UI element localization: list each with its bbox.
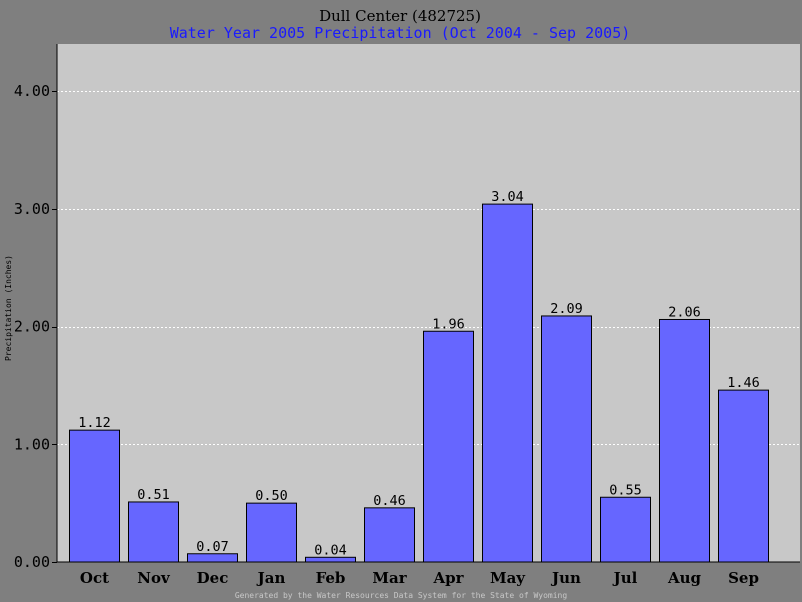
value-labels: 1.12 0.51 0.07 0.50 0.04 0.46 1.96 3.04 2.09 0.55… [78, 189, 760, 558]
chart-subtitle: Water Year 2005 Precipitation (Oct 2004 … [170, 24, 631, 42]
y-tick-label: 4.00 [14, 82, 50, 100]
x-tick-label-feb: Feb [316, 569, 346, 587]
x-tick-label-aug: Aug [667, 569, 702, 587]
value-label-nov: 0.51 [137, 487, 170, 503]
bar-nov [128, 501, 179, 563]
x-axis-ticks: Oct Nov Dec Jan Feb Mar Apr May Jun Jul Aug Sep [80, 569, 759, 587]
value-label-apr: 1.96 [432, 316, 465, 332]
x-tick-label-mar: Mar [372, 569, 407, 587]
value-label-may: 3.04 [491, 189, 524, 205]
bar-sep [718, 389, 769, 563]
bar-dec [187, 553, 238, 563]
bar-jul [600, 496, 651, 563]
y-tick-label: 1.00 [14, 435, 50, 453]
bars [69, 203, 769, 563]
bar-aug [659, 318, 710, 563]
chart-title: Dull Center (482725) [319, 7, 481, 25]
y-axis-ticks: 0.00 1.00 2.00 3.00 4.00 [14, 82, 57, 571]
bar-may [482, 203, 533, 563]
x-tick-label-apr: Apr [432, 569, 464, 587]
bar-oct [69, 429, 120, 563]
footer-credit: Generated by the Water Resources Data Sy… [235, 591, 568, 600]
x-tick-label-dec: Dec [197, 569, 229, 587]
value-label-oct: 1.12 [78, 415, 111, 431]
x-tick-label-sep: Sep [728, 569, 759, 587]
value-label-jun: 2.09 [550, 301, 583, 317]
bar-mar [364, 507, 415, 563]
x-tick-label-nov: Nov [137, 569, 171, 587]
x-tick-label-may: May [490, 569, 526, 587]
y-axis-label: Precipitation (Inches) [4, 255, 13, 361]
value-label-jan: 0.50 [255, 488, 288, 504]
x-tick-label-oct: Oct [80, 569, 109, 587]
x-tick-label-jul: Jul [612, 569, 638, 587]
value-label-feb: 0.04 [314, 542, 347, 558]
value-label-sep: 1.46 [727, 375, 760, 391]
value-label-dec: 0.07 [196, 539, 229, 555]
bar-jun [541, 315, 592, 563]
y-tick-label: 2.00 [14, 318, 50, 336]
y-tick-label: 0.00 [14, 553, 50, 571]
x-tick-label-jun: Jun [550, 569, 581, 587]
value-label-mar: 0.46 [373, 493, 406, 509]
y-tick-label: 3.00 [14, 200, 50, 218]
bar-jan [246, 502, 297, 563]
bar-apr [423, 330, 474, 563]
value-label-jul: 0.55 [609, 482, 642, 498]
x-tick-label-jan: Jan [256, 569, 286, 587]
value-label-aug: 2.06 [668, 304, 701, 320]
